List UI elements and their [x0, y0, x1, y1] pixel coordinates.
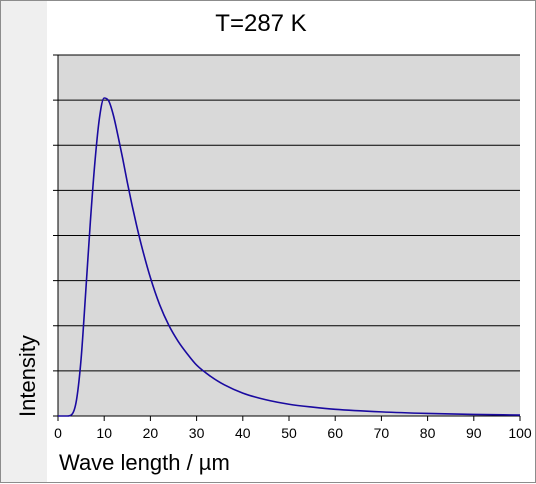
chart-title: T=287 K [215, 10, 306, 37]
x-tick-label: 90 [466, 425, 482, 441]
y-axis-title: Intensity [15, 335, 40, 417]
left-margin-strip [1, 1, 47, 482]
x-tick-layer: 0 10 20 30 40 50 60 70 80 90 100 [54, 425, 532, 441]
x-tick-label: 10 [96, 425, 112, 441]
x-tick-label: 20 [143, 425, 159, 441]
x-tick-label: 50 [281, 425, 297, 441]
x-tick-label: 60 [327, 425, 343, 441]
x-tick-label: 70 [374, 425, 390, 441]
x-tick-label: 80 [420, 425, 436, 441]
x-tick-label: 0 [54, 425, 62, 441]
axis-layer [53, 54, 521, 421]
x-tick-label: 30 [189, 425, 205, 441]
grid-layer [58, 54, 520, 372]
x-tick-label: 100 [508, 425, 532, 441]
x-axis-title: Wave length / µm [59, 450, 230, 475]
x-tick-label: 40 [235, 425, 251, 441]
intensity-curve [58, 97, 521, 417]
